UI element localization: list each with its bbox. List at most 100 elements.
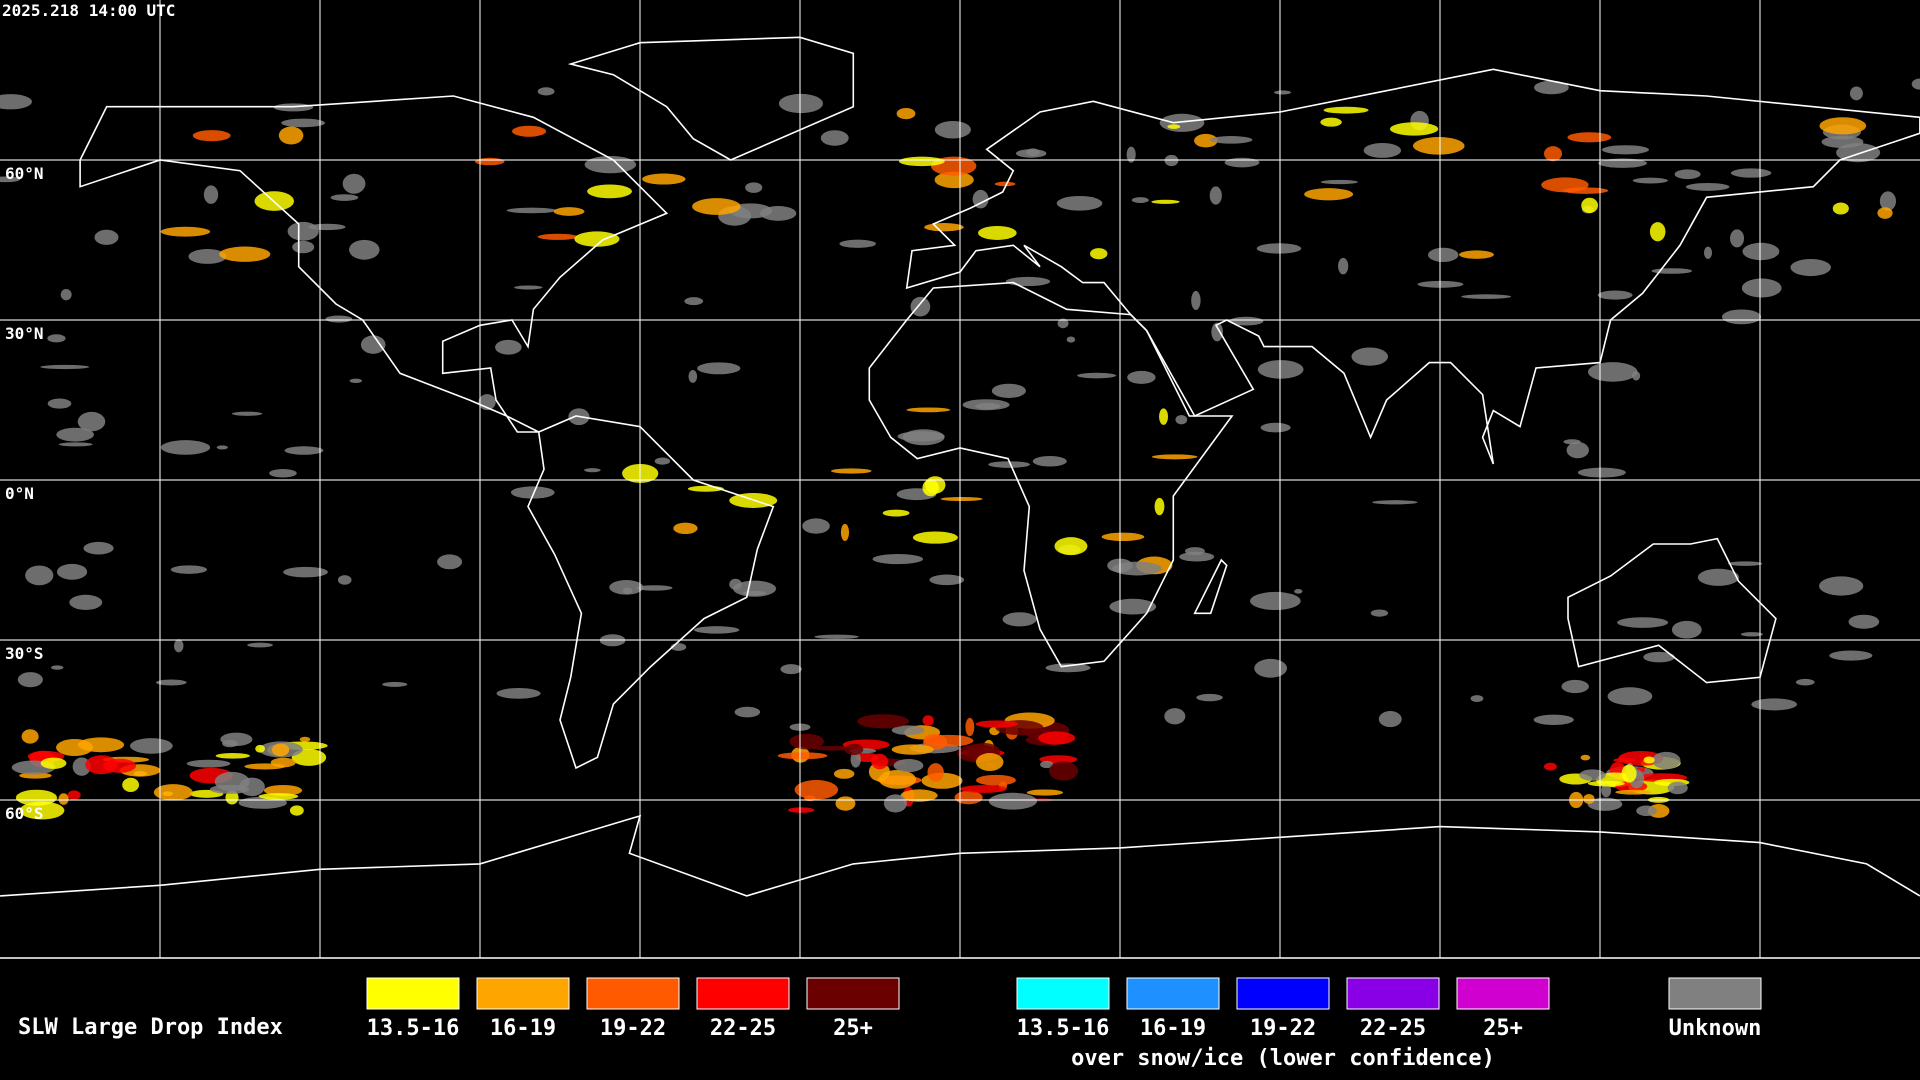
cloud-patch: [281, 118, 326, 128]
cloud-patch: [283, 566, 328, 578]
cloud-patch: [883, 794, 907, 813]
cloud-patch: [654, 457, 671, 465]
cloud-patch: [1615, 789, 1651, 795]
cloud-patch: [871, 753, 889, 770]
cloud-patch: [1211, 322, 1223, 342]
cloud-patch: [940, 496, 983, 502]
cloud-patch: [496, 688, 541, 699]
cloud-patch: [1601, 145, 1650, 155]
cloud-patch: [1026, 789, 1064, 796]
cloud-patch: [1581, 197, 1598, 214]
cloud-patch: [587, 184, 632, 199]
cloud-patch: [102, 758, 137, 773]
legend-label: Unknown: [1669, 1016, 1762, 1041]
cloud-patch: [927, 763, 944, 782]
cloud-patch: [1790, 258, 1831, 277]
cloud-patch: [1911, 78, 1920, 90]
coastline: [0, 814, 1920, 897]
cloud-patch: [1741, 278, 1782, 298]
cloud-patch: [891, 744, 934, 755]
cloud-patch: [1601, 784, 1612, 798]
cloud-patch: [1351, 347, 1389, 366]
legend-label: 13.5-16: [367, 1016, 460, 1041]
cloud-patch: [1829, 650, 1873, 661]
latitude-label: 60°S: [5, 804, 44, 823]
cloud-patch: [922, 479, 939, 497]
cloud-patch: [337, 575, 352, 585]
cloud-patch: [56, 738, 94, 757]
cloud-patch: [1159, 113, 1205, 132]
cloud-patch: [1338, 257, 1349, 275]
legend-swatch: [1236, 977, 1330, 1010]
cloud-patch: [1561, 679, 1589, 694]
cloud-patch: [1194, 133, 1218, 148]
cloud-patch: [1378, 711, 1402, 728]
graticule: [0, 0, 1920, 958]
cloud-patch: [820, 130, 849, 146]
cloud-patch: [872, 554, 924, 565]
cloud-patch: [897, 431, 945, 442]
cloud-patch: [814, 634, 859, 639]
cloud-patch: [1191, 290, 1201, 310]
cloud-patch: [270, 757, 296, 768]
cloud-patch: [495, 339, 522, 355]
cloud-patch: [160, 226, 211, 237]
cloud-patch: [1167, 124, 1181, 129]
cloud-patch: [0, 176, 21, 183]
cloud-patch: [1697, 568, 1740, 586]
cloud-patch: [21, 729, 39, 744]
legend-label: 22-25: [710, 1016, 776, 1041]
cloud-patch: [1577, 467, 1626, 478]
cloud-patch: [1667, 781, 1688, 795]
cloud-patch: [1056, 195, 1103, 211]
cloud-patch: [636, 585, 673, 591]
cloud-patch: [1057, 318, 1069, 329]
cloud-patch: [924, 223, 964, 232]
cloud-patch: [1587, 362, 1638, 382]
cloud-patch: [170, 565, 208, 574]
cloud-patch: [794, 779, 839, 800]
cloud-patch: [857, 714, 909, 729]
legend-swatch: [1016, 977, 1110, 1010]
cloud-patch: [1112, 561, 1162, 576]
cloud-patch: [1607, 687, 1653, 706]
cloud-patch: [47, 334, 66, 343]
cloud-patch: [1534, 80, 1569, 95]
cloud-patch: [19, 801, 65, 820]
cloud-patch: [291, 749, 327, 766]
cloud-patch: [1587, 780, 1625, 787]
cloud-patch: [155, 679, 187, 686]
cloud-patch: [1643, 756, 1655, 764]
cloud-patch: [1185, 547, 1205, 556]
legend-label: 19-22: [1250, 1016, 1316, 1041]
coastline: [79, 95, 669, 433]
cloud-patch: [122, 777, 140, 793]
cloud-patch: [1370, 609, 1389, 617]
cloud-patch: [553, 207, 585, 216]
cloud-patch: [1323, 106, 1369, 114]
cloud-patch: [278, 126, 304, 145]
cloud-patch: [1579, 769, 1606, 781]
cloud-patch: [60, 289, 72, 301]
cloud-patch: [40, 757, 67, 769]
legend-swatch: [1456, 977, 1550, 1010]
cloud-patch: [910, 296, 931, 317]
cloud-patch: [1704, 246, 1713, 259]
cloud-patch: [900, 789, 938, 802]
cloud-patch: [58, 442, 93, 447]
cloud-patch: [1879, 191, 1897, 211]
cloud-patch: [537, 233, 578, 240]
cloud-patch: [1196, 693, 1223, 702]
cloud-patch: [1045, 663, 1091, 673]
cloud-patch: [231, 411, 263, 416]
cloud-patch: [203, 185, 219, 204]
cloud-patch: [1543, 146, 1563, 162]
cloud-patch: [216, 445, 228, 450]
cloud-patch: [474, 157, 505, 166]
cloud-patch: [129, 738, 173, 754]
cloud-patch: [692, 198, 741, 215]
cloud-patch: [1257, 360, 1304, 379]
cloud-patch: [1459, 250, 1494, 259]
legend-label: 16-19: [1140, 1016, 1206, 1041]
cloud-patch: [1164, 708, 1186, 725]
